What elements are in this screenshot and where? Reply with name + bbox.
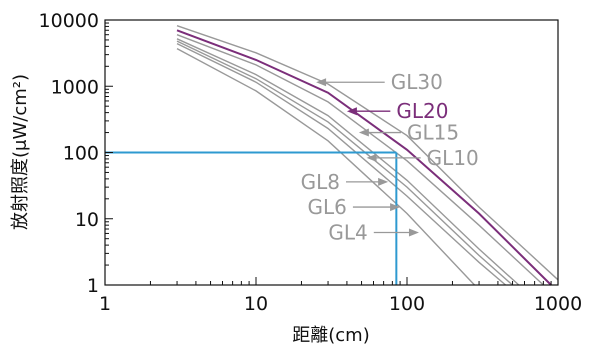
- y-tick-label: 100: [63, 143, 99, 165]
- annotation-label-gl15: GL15: [407, 121, 459, 145]
- series-line-gl6: [176, 42, 507, 286]
- x-axis-label: 距離(cm): [292, 325, 369, 346]
- series-line-gl4: [176, 47, 476, 286]
- reference-lines: [105, 151, 398, 285]
- x-tick-label: 100: [389, 293, 425, 315]
- annotation-arrow-gl6: [390, 203, 401, 212]
- x-tick-label: 10: [244, 293, 268, 315]
- series-line-gl30: [176, 25, 559, 281]
- x-tick-label: 1000: [534, 293, 582, 315]
- annotation-label-gl4: GL4: [328, 221, 367, 245]
- annotation-arrow-gl4: [408, 228, 419, 237]
- y-tick-label: 10000: [39, 10, 99, 32]
- annotation-arrow-gl20: [346, 107, 357, 116]
- annotation-arrow-gl15: [358, 128, 369, 137]
- tick-layer: 1 10 100 1000 1 10 100 1000 10000: [39, 10, 583, 315]
- series-line-gl15: [176, 34, 544, 286]
- annotation-label-gl8: GL8: [301, 170, 340, 194]
- annotation-label-gl10: GL10: [427, 146, 479, 170]
- series-line-gl10: [176, 38, 520, 286]
- y-tick-label: 1: [87, 275, 99, 297]
- annotation-arrow-gl10: [366, 153, 377, 162]
- annotation-label-gl20: GL20: [396, 99, 448, 123]
- x-tick-label: 1: [99, 293, 111, 315]
- series-layer: [176, 25, 559, 286]
- annotation-arrow-gl8: [378, 177, 389, 186]
- series-line-gl8: [176, 40, 513, 286]
- y-tick-label: 1000: [51, 76, 99, 98]
- y-axis-label: 放射照度(μW/cm²): [10, 74, 31, 230]
- annotation-arrow-gl30: [316, 78, 327, 87]
- annotation-label-gl30: GL30: [391, 70, 443, 94]
- y-tick-label: 10: [75, 209, 99, 231]
- series-line-gl20: [176, 29, 552, 286]
- annotation-label-gl6: GL6: [308, 195, 347, 219]
